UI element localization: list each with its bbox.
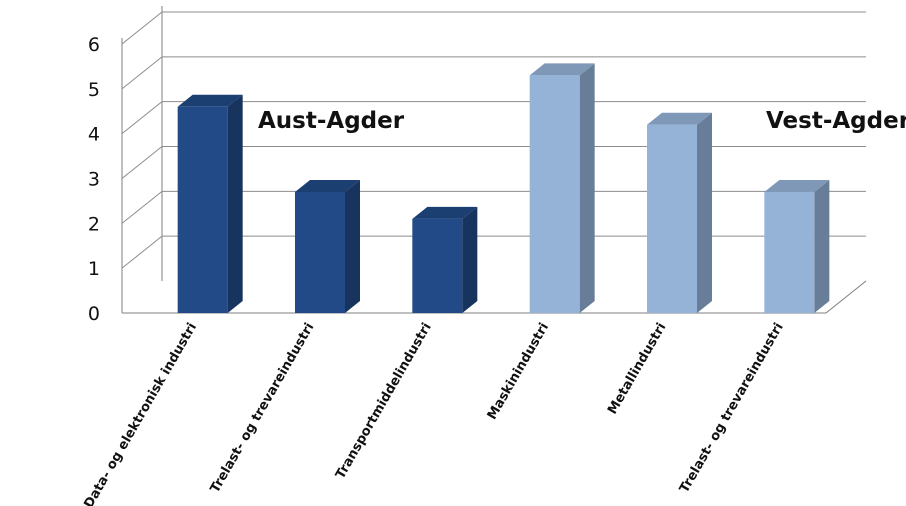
gridline (121, 56, 866, 90)
category-label: Maskinindustri (485, 321, 552, 423)
y-axis-ticks: 0 1 2 3 4 5 6 (88, 34, 100, 325)
chart-walls (121, 6, 867, 314)
category-label: Transportmiddelindustri (333, 321, 435, 482)
y-tick-label: 4 (88, 124, 100, 146)
y-tick-label: 2 (88, 213, 100, 235)
gridline (121, 146, 866, 179)
category-labels: Data- og elektronisk industri Trelast- og… (82, 321, 787, 506)
bar-top (529, 63, 595, 76)
category-label: Metallindustri (605, 321, 669, 417)
y-tick-label: 6 (88, 34, 100, 56)
bar-side (227, 94, 243, 314)
bars (177, 63, 830, 314)
category-label: Data- og elektronisk industri (82, 321, 201, 506)
y-tick-label: 3 (88, 169, 100, 191)
gridline (121, 101, 866, 135)
y-tick-label: 5 (88, 79, 100, 101)
gridlines (121, 11, 866, 269)
bar-side (345, 179, 360, 313)
bar-front (412, 218, 463, 313)
bar-side (814, 179, 830, 313)
bar-side (579, 63, 595, 314)
gridline (121, 190, 866, 224)
bar-top (177, 94, 243, 107)
bar (177, 94, 243, 314)
bar (295, 179, 360, 313)
gridline (121, 235, 866, 269)
bar-front (764, 191, 815, 313)
floor-outline (122, 280, 867, 314)
bar-side (462, 206, 478, 313)
annotation-vest-agder: Vest-Agder (766, 108, 906, 134)
bar-top (764, 179, 830, 192)
category-label: Trelast- og trevareindustri (208, 321, 318, 496)
bar-top (647, 112, 712, 125)
bar-front (529, 75, 580, 313)
gridline (121, 11, 866, 45)
y-tick-label: 1 (88, 258, 100, 280)
bar-front (295, 191, 345, 313)
bar (764, 179, 830, 313)
bar-side (697, 112, 712, 313)
bar (647, 112, 712, 313)
category-label: Trelast- og trevareindustri (677, 321, 787, 496)
bar (412, 206, 478, 313)
bar (529, 63, 595, 314)
bar-front (647, 124, 697, 313)
bar-top (412, 206, 478, 219)
bar-front (177, 106, 228, 314)
annotation-aust-agder: Aust-Agder (258, 108, 405, 134)
y-tick-label: 0 (88, 303, 100, 325)
bar-top (295, 179, 360, 192)
